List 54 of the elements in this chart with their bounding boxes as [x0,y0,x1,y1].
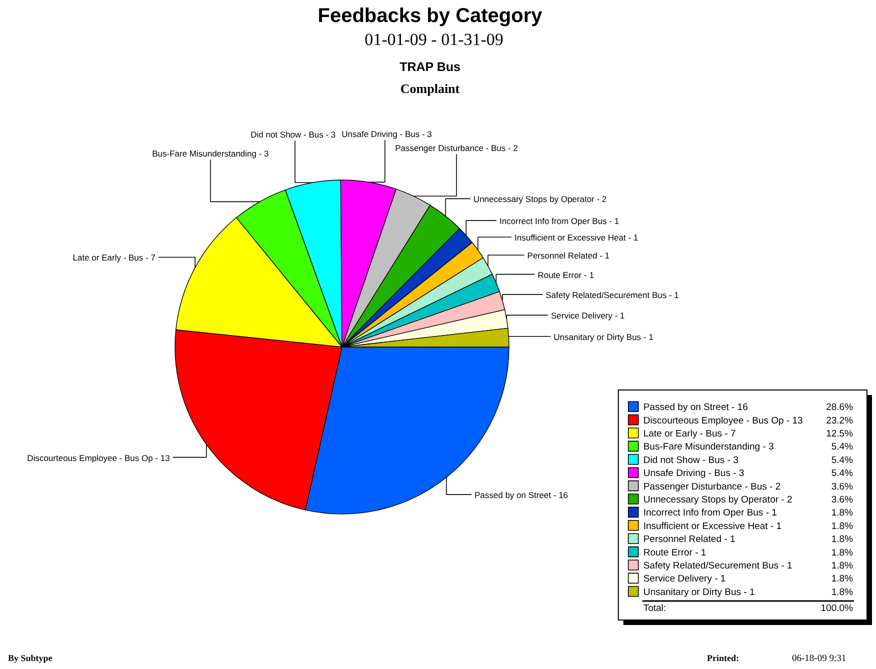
legend-label: Late or Early - Bus - 7 [643,428,736,440]
slice-label: Did not Show - Bus - 3 [250,130,336,140]
text: Complaint [400,81,460,96]
slice-label: Insufficient or Excessive Heat - 1 [514,232,638,243]
data-label: 3.6% [831,481,854,492]
slice-label: Incorrect Info from Oper Bus - 1 [500,216,620,226]
chart-subtitle: 01-01-09 - 01-31-09 [364,30,504,49]
slice-label: Passed by on Street - 16 [474,490,568,500]
legend-label: Discourteous Employee - Bus Op - 13 [643,415,803,426]
text: Total: [643,603,666,614]
legend-label: Incorrect Info from Oper Bus - 1 [643,508,777,519]
legend-label: Passenger Disturbance - Bus - 2 [643,481,781,492]
slice-label: Service Delivery - 1 [550,310,625,321]
slice-label: Discourteous Employee - Bus Op - 13 [27,452,170,463]
chart-title: Feedbacks by Category [318,5,544,27]
slice-label: Late or Early - Bus - 7 [72,252,156,263]
category-label: Passenger Disturbance - Bus - 2 [395,143,518,154]
legend-label: Route Error - 1 [643,547,706,558]
text: Printed: [707,653,739,663]
data-label: 1.8% [831,534,854,546]
data-label: 1.8% [831,574,854,585]
legend-label: Unsanitary or Dirty Bus - 1 [643,586,755,598]
data-label: 12.5% [826,428,854,440]
data-label: 1.8% [831,508,854,519]
slice-label: Route Error - 1 [538,270,594,280]
data-label: 3.6% [831,494,854,506]
data-label: 1.8% [831,560,854,572]
legend-label: Unsafe Driving - Bus - 3 [643,468,744,480]
data-label: 1.8% [831,586,854,598]
slice-label: Safety Related/Securement Bus - 1 [546,290,680,300]
text: 100.0% [820,603,854,614]
text: TRAP Bus [400,60,460,74]
legend-label: Personnel Related - 1 [643,534,736,546]
legend-label: Safety Related/Securement Bus - 1 [643,560,792,572]
data-label: 5.4% [831,442,854,453]
data-label: 5.4% [831,468,854,480]
category-label: Bus-Fare Misunderstanding - 3 [152,148,269,159]
data-label: 1.8% [831,520,854,532]
slice-label: Unsanitary or Dirty Bus - 1 [554,332,654,342]
legend-label: Passed by on Street - 16 [643,402,748,414]
legend-label: Unnecessary Stops by Operator - 2 [643,494,792,506]
legend-label: Insufficient or Excessive Heat - 1 [643,520,782,532]
slice-label: Unnecessary Stops by Operator - 2 [473,194,607,204]
data-label: 1.8% [831,547,854,558]
text: 06-18-09 9:31 [792,654,846,664]
slice-label: Personnel Related - 1 [527,250,610,261]
slice-label: Unsafe Driving - Bus - 3 [342,129,432,140]
text: By Subtype [8,653,52,663]
data-label: 23.2% [826,415,854,426]
data-label: 5.4% [831,454,854,466]
legend-label: Bus-Fare Misunderstanding - 3 [643,442,774,453]
data-label: 28.6% [826,402,854,414]
legend-label: Service Delivery - 1 [643,574,726,585]
legend-label: Did not Show - Bus - 3 [643,454,738,466]
